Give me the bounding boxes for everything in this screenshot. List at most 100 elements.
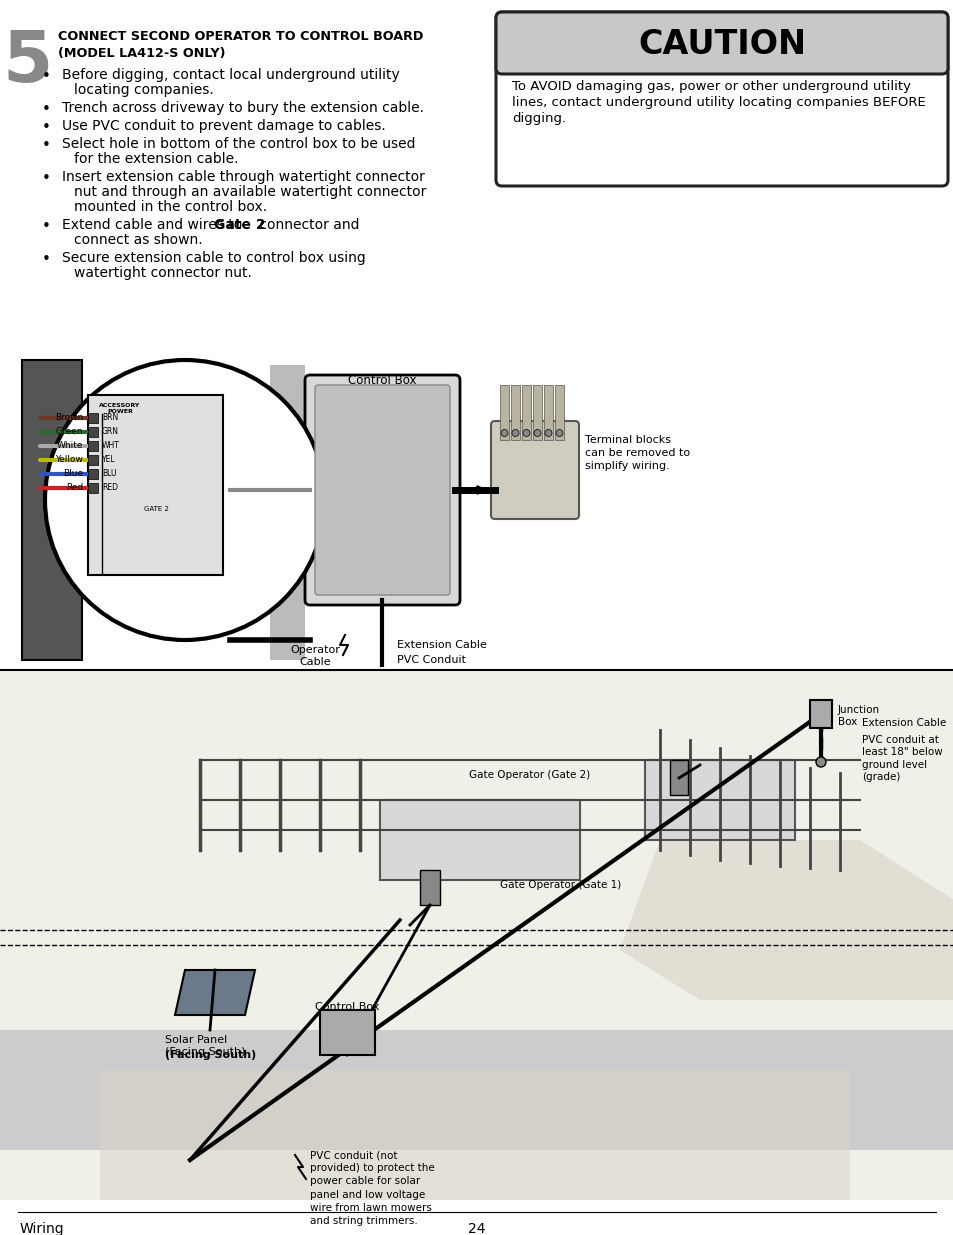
Text: Trench across driveway to bury the extension cable.: Trench across driveway to bury the exten… [62,101,423,115]
Bar [379,800,579,881]
Text: Use PVC conduit to prevent damage to cables.: Use PVC conduit to prevent damage to cab… [62,119,385,133]
Bar [644,760,794,840]
Bar [88,412,98,424]
Text: locating companies.: locating companies. [74,83,213,98]
Polygon shape [619,840,953,1000]
Polygon shape [174,969,254,1015]
Text: Control Box: Control Box [314,1002,378,1011]
Text: ACCESSORY: ACCESSORY [99,403,140,408]
Text: WHT: WHT [102,441,120,451]
Bar [543,385,553,440]
FancyBboxPatch shape [496,12,947,186]
Text: Gate Operator (Gate 2): Gate Operator (Gate 2) [468,769,589,781]
Bar [88,441,98,451]
Text: Extension Cable: Extension Cable [862,718,945,727]
Circle shape [45,359,325,640]
Text: for the extension cable.: for the extension cable. [74,152,238,165]
Text: Red: Red [66,483,83,493]
Bar [521,385,531,440]
Text: To AVOID damaging gas, power or other underground utility: To AVOID damaging gas, power or other un… [512,80,910,93]
Text: digging.: digging. [512,112,565,125]
Text: •: • [42,252,51,267]
Text: lines, contact underground utility locating companies BEFORE: lines, contact underground utility locat… [512,96,924,109]
Circle shape [500,430,507,436]
Text: connect as shown.: connect as shown. [74,233,202,247]
Text: •: • [42,219,51,233]
Bar [319,1010,375,1055]
Bar [88,427,98,437]
Text: (Facing South): (Facing South) [165,1050,256,1060]
Text: •: • [42,120,51,135]
Circle shape [815,757,825,767]
Text: Terminal blocks
can be removed to
simplify wiring.: Terminal blocks can be removed to simpli… [584,435,689,472]
Bar [511,385,519,440]
Text: Brown: Brown [54,414,83,422]
Bar [419,869,439,905]
Text: •: • [42,69,51,84]
Bar [0,359,953,671]
Bar [669,760,687,795]
Text: Extend cable and wires to: Extend cable and wires to [62,219,247,232]
Text: Yellow: Yellow [55,456,83,464]
Text: Solar Panel
(Facing South): Solar Panel (Facing South) [165,1035,245,1057]
Text: PVC conduit at
least 18" below
ground level
(grade): PVC conduit at least 18" below ground le… [862,735,942,782]
Text: GRN: GRN [102,427,119,436]
Circle shape [556,430,562,436]
Text: (MODEL LA412-S ONLY): (MODEL LA412-S ONLY) [58,47,225,61]
Text: Blue: Blue [63,469,83,478]
Bar [100,1070,849,1200]
Text: Insert extension cable through watertight connector: Insert extension cable through watertigh… [62,170,424,184]
FancyBboxPatch shape [305,375,459,605]
Text: POWER: POWER [107,409,132,414]
Bar [499,385,509,440]
Text: Secure extension cable to control box using: Secure extension cable to control box us… [62,251,365,266]
Bar [809,700,831,727]
Text: CAUTION: CAUTION [638,28,805,62]
Circle shape [534,430,540,436]
Text: Gate 2: Gate 2 [213,219,265,232]
Text: Gate Operator (Gate 1): Gate Operator (Gate 1) [499,881,620,890]
Circle shape [512,430,518,436]
Bar [0,1030,953,1150]
Text: PVC Conduit: PVC Conduit [396,655,465,664]
Text: Operator
Cable: Operator Cable [290,645,339,667]
Text: BRN: BRN [102,414,118,422]
Text: GATE 2: GATE 2 [143,506,169,513]
Text: •: • [42,103,51,117]
Text: Green: Green [55,427,83,436]
Text: •: • [42,170,51,186]
Bar [88,483,98,493]
Text: CONNECT SECOND OPERATOR TO CONTROL BOARD: CONNECT SECOND OPERATOR TO CONTROL BOARD [58,30,423,43]
Text: 24: 24 [468,1221,485,1235]
Bar [0,671,953,1200]
Bar [88,454,98,466]
Text: watertight connector nut.: watertight connector nut. [74,266,252,280]
Text: Select hole in bottom of the control box to be used: Select hole in bottom of the control box… [62,137,416,151]
Bar [88,395,223,576]
Circle shape [544,430,552,436]
Text: nut and through an available watertight connector: nut and through an available watertight … [74,185,426,199]
Text: •: • [42,138,51,153]
Text: connector and: connector and [254,219,359,232]
Bar [555,385,563,440]
FancyBboxPatch shape [314,385,450,595]
Text: Wiring: Wiring [20,1221,65,1235]
Circle shape [522,430,530,436]
Text: Before digging, contact local underground utility: Before digging, contact local undergroun… [62,68,399,82]
Bar [533,385,541,440]
FancyBboxPatch shape [496,12,947,74]
FancyBboxPatch shape [491,421,578,519]
Text: 5: 5 [3,28,53,98]
Bar [88,469,98,479]
Text: mounted in the control box.: mounted in the control box. [74,200,267,214]
Text: RED: RED [102,483,118,493]
Text: White: White [56,441,83,451]
Bar [22,359,82,659]
Text: BLU: BLU [102,469,116,478]
Text: YEL: YEL [102,456,115,464]
Text: Junction
Box: Junction Box [837,705,880,727]
Text: Extension Cable: Extension Cable [396,640,486,650]
Text: Control Box: Control Box [348,374,416,387]
Bar [270,366,305,659]
Text: PVC conduit (not
provided) to protect the
power cable for solar
panel and low vo: PVC conduit (not provided) to protect th… [310,1150,435,1226]
